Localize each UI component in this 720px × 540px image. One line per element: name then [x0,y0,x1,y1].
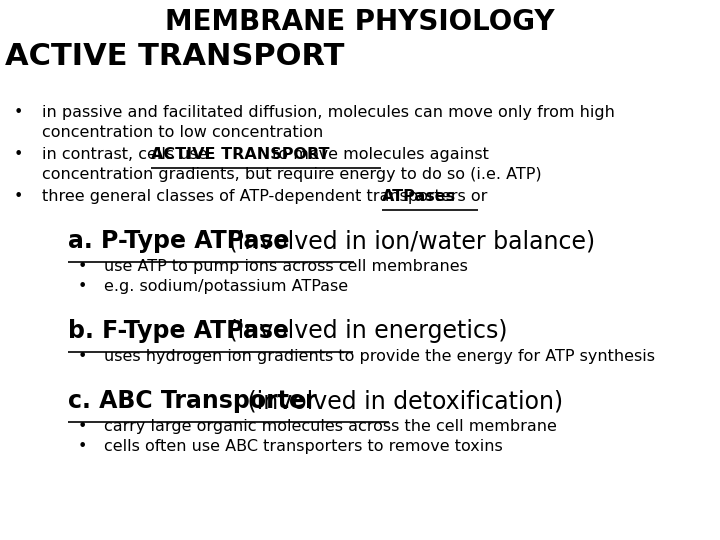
Text: •: • [78,259,87,274]
Text: e.g. sodium/potassium ATPase: e.g. sodium/potassium ATPase [104,279,348,294]
Text: c. ABC Transporter: c. ABC Transporter [68,389,317,413]
Text: in passive and facilitated diffusion, molecules can move only from high: in passive and facilitated diffusion, mo… [42,105,615,120]
Text: •: • [14,189,23,204]
Text: •: • [78,279,87,294]
Text: •: • [78,439,87,454]
Text: MEMBRANE PHYSIOLOGY: MEMBRANE PHYSIOLOGY [165,8,555,36]
Text: to move molecules against: to move molecules against [267,147,489,162]
Text: three general classes of ATP-dependent transporters or: three general classes of ATP-dependent t… [42,189,492,204]
Text: use ATP to pump ions across cell membranes: use ATP to pump ions across cell membran… [104,259,468,274]
Text: (involved in detoxification): (involved in detoxification) [240,389,563,413]
Text: concentration to low concentration: concentration to low concentration [42,125,323,140]
Text: ACTIVE TRANSPORT: ACTIVE TRANSPORT [151,147,330,162]
Text: •: • [14,105,23,120]
Text: a. P-Type ATPase: a. P-Type ATPase [68,229,289,253]
Text: b. F-Type ATPase: b. F-Type ATPase [68,319,289,343]
Text: in contrast, cells use: in contrast, cells use [42,147,212,162]
Text: •: • [14,147,23,162]
Text: ATPases: ATPases [382,189,456,204]
Text: •: • [78,419,87,434]
Text: uses hydrogen ion gradients to provide the energy for ATP synthesis: uses hydrogen ion gradients to provide t… [104,349,655,364]
Text: cells often use ABC transporters to remove toxins: cells often use ABC transporters to remo… [104,439,503,454]
Text: carry large organic molecules across the cell membrane: carry large organic molecules across the… [104,419,557,434]
Text: (involved in energetics): (involved in energetics) [221,319,508,343]
Text: ACTIVE TRANSPORT: ACTIVE TRANSPORT [5,42,344,71]
Text: •: • [78,349,87,364]
Text: concentration gradients, but require energy to do so (i.e. ATP): concentration gradients, but require ene… [42,167,541,182]
Text: (involved in ion/water balance): (involved in ion/water balance) [221,229,595,253]
